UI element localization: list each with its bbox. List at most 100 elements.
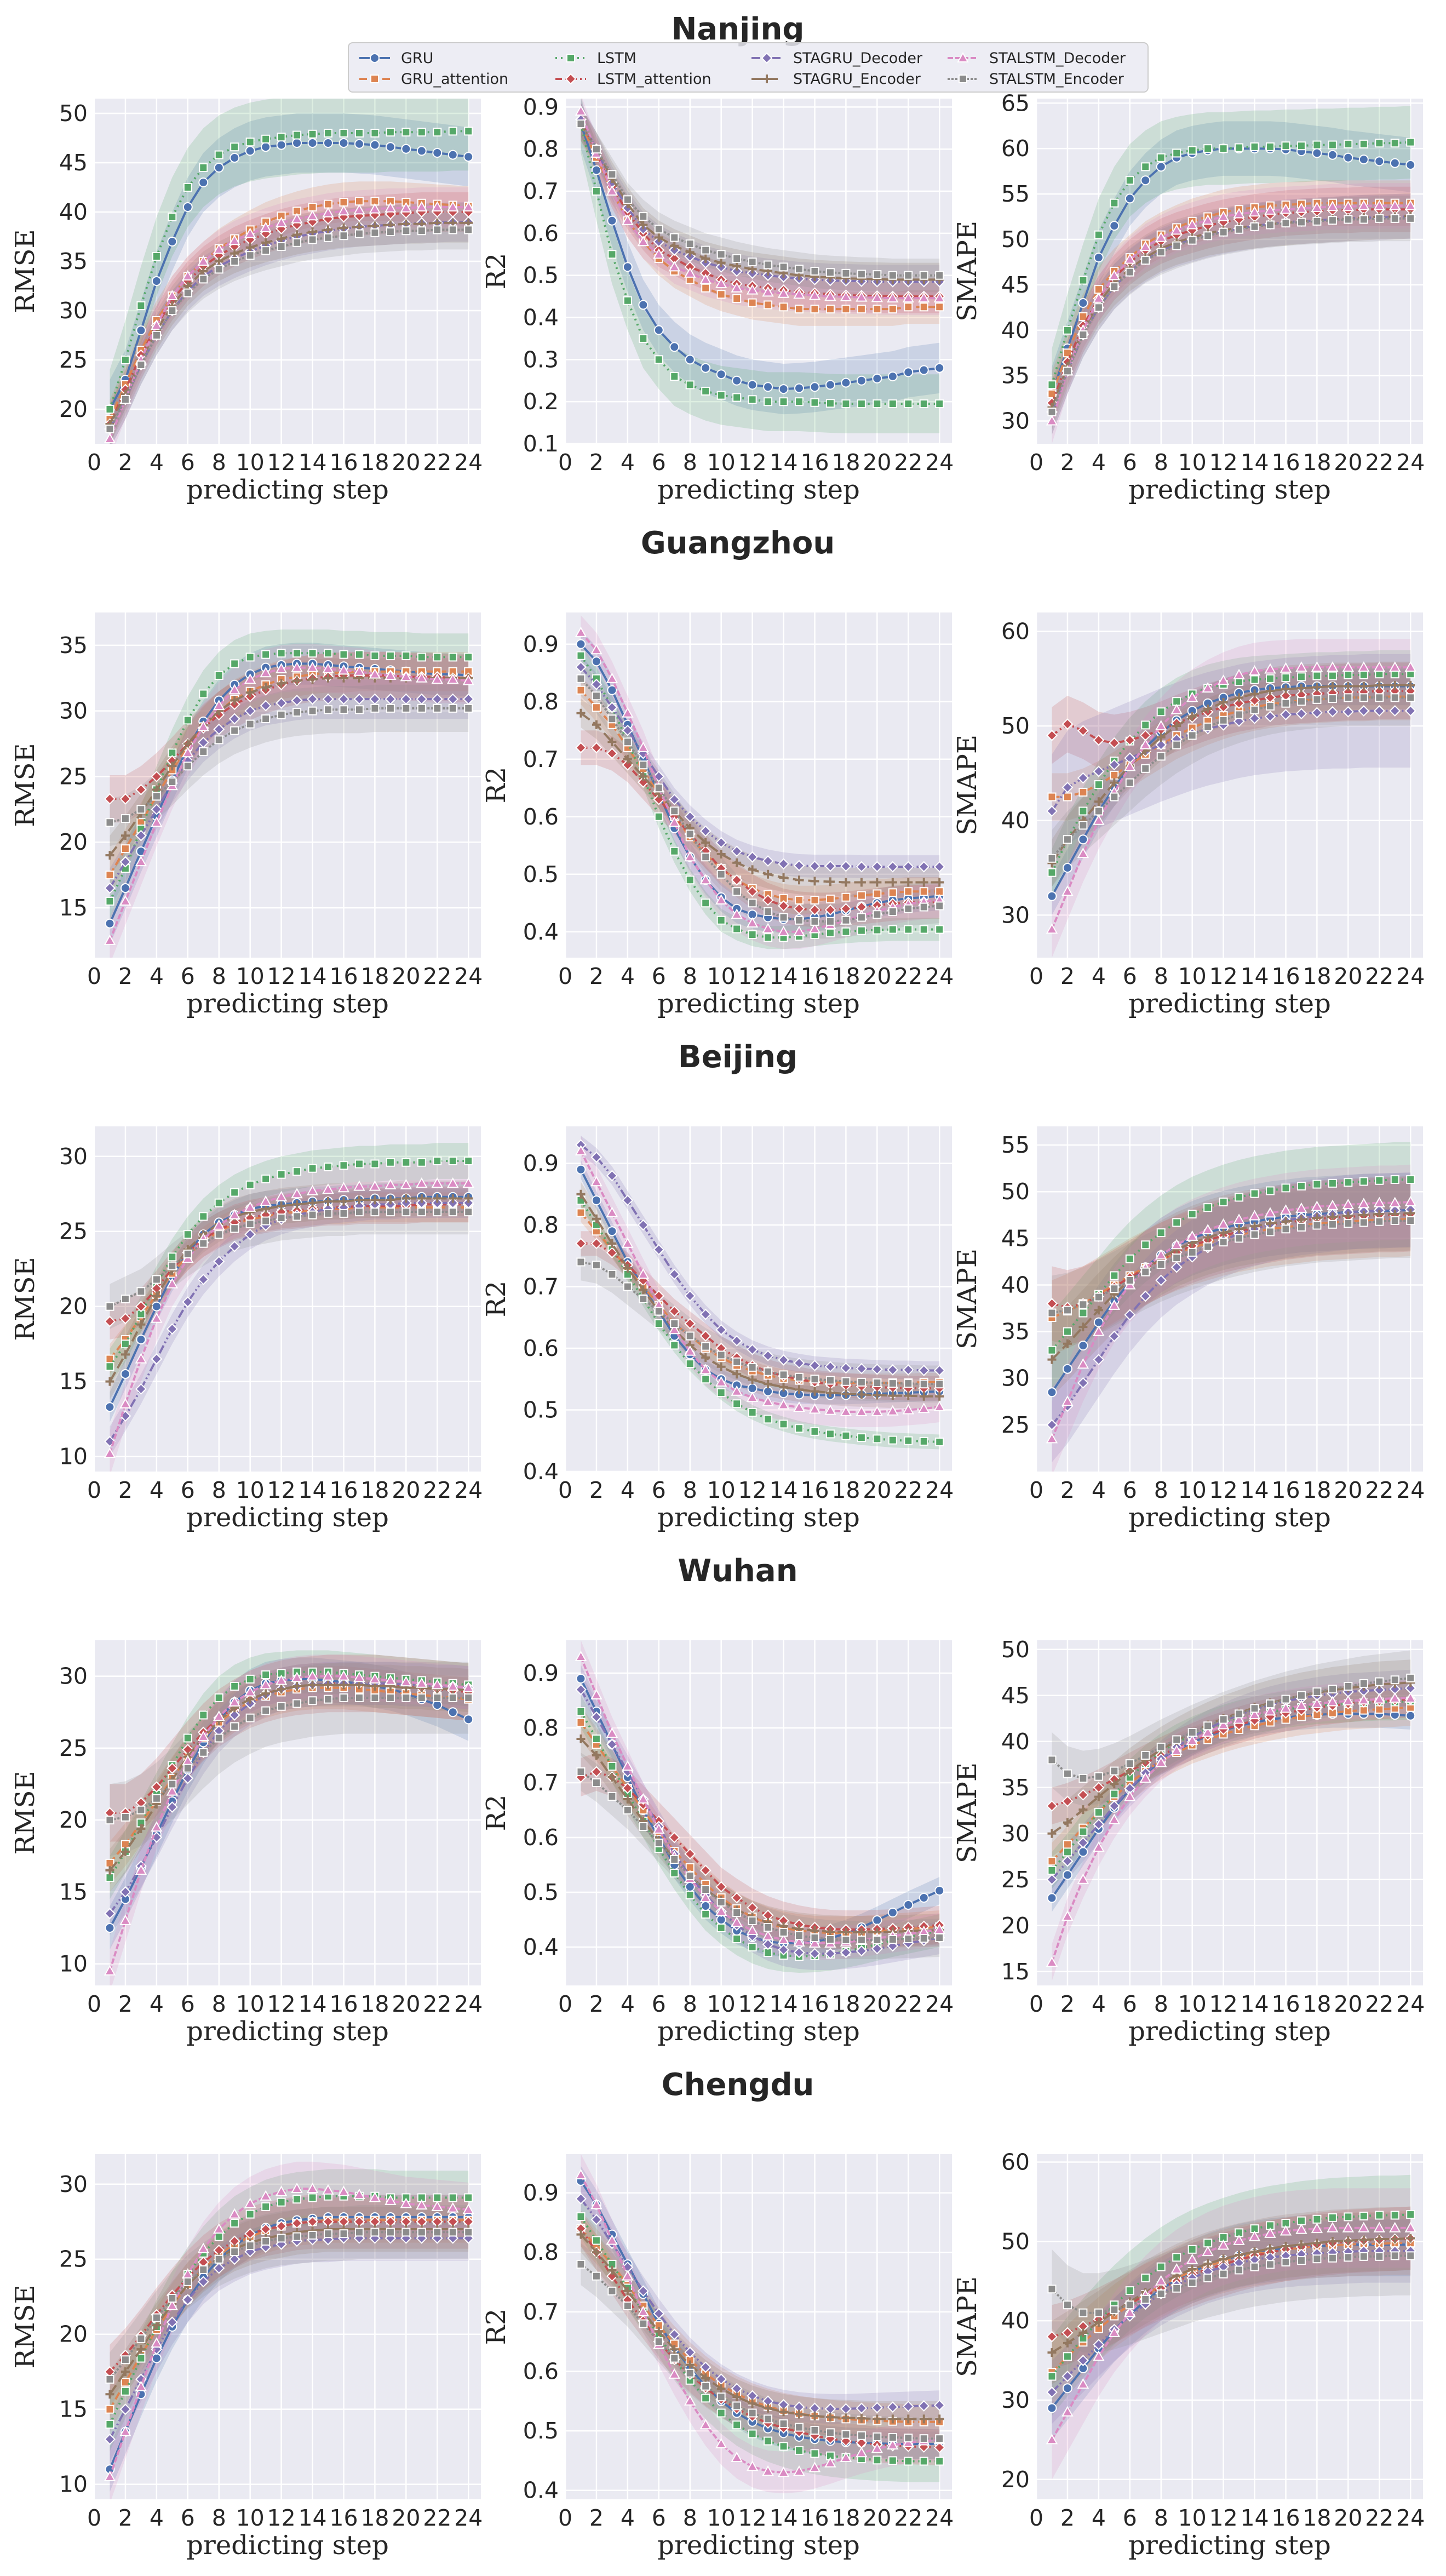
point-stalstm-decoder — [668, 1324, 680, 1335]
point-stagru-encoder — [1094, 797, 1103, 806]
point-stagru-decoder — [606, 1170, 618, 1182]
x-axis-label: predicting step — [1128, 2530, 1331, 2561]
point-stalstm-decoder — [808, 289, 821, 300]
point-stagru-encoder — [277, 1685, 286, 1694]
point-gru — [1405, 160, 1416, 170]
y-tick-label: 0.4 — [523, 305, 559, 331]
point-lstm — [292, 2195, 302, 2204]
point-stalstm-decoder — [1046, 415, 1058, 426]
y-tick-label: 65 — [1001, 90, 1030, 116]
point-stagru-encoder — [1344, 2236, 1353, 2245]
point-lstm-attention — [119, 1313, 131, 1325]
point-lstm-attention — [793, 903, 805, 915]
point-stalstm-decoder — [447, 673, 459, 684]
point-lstm — [607, 250, 617, 259]
point-gru — [576, 1674, 586, 1684]
point-stagru-decoder — [213, 723, 225, 735]
point-lstm-attention — [1233, 697, 1245, 709]
point-stagru-decoder — [1046, 2386, 1058, 2398]
point-stalstm-decoder — [197, 1730, 209, 1741]
point-lstm — [417, 652, 426, 662]
point-stalstm-decoder — [1342, 661, 1355, 672]
line-stagru-encoder — [580, 1738, 940, 1933]
point-stalstm-decoder — [715, 278, 727, 289]
point-lstm — [214, 1693, 223, 1702]
point-lstm — [857, 1433, 866, 1442]
point-stagru-decoder — [1077, 2355, 1089, 2366]
point-stalstm-decoder — [1279, 2225, 1292, 2236]
y-tick-label: 0.8 — [523, 1212, 559, 1238]
point-stagru-decoder — [824, 1361, 836, 1373]
point-stalstm-encoder — [1344, 1219, 1353, 1228]
band-stagru-encoder — [1052, 1176, 1411, 1397]
point-stalstm-encoder — [136, 805, 146, 814]
point-stagru-encoder — [105, 2390, 114, 2399]
x-tick-label: 24 — [454, 1991, 483, 2017]
point-stagru-encoder — [120, 1350, 130, 1359]
point-stalstm-decoder — [684, 267, 696, 278]
chart-guangzhou-r2: 0.40.50.60.70.80.90 2 4 6 8 10 12 14 16 18 20 22 24p… — [481, 612, 954, 1019]
x-tick-label: 8 — [683, 2505, 697, 2531]
point-lstm — [1187, 1210, 1197, 1219]
point-lstm — [1235, 1193, 1244, 1202]
point-lstm-attention — [1061, 1795, 1074, 1807]
point-stagru-encoder — [417, 1194, 426, 1203]
point-stagru-encoder — [1281, 2242, 1290, 2251]
band-lstm-attention — [581, 2211, 940, 2466]
point-stalstm-encoder — [1235, 1709, 1244, 1719]
point-stalstm-encoder — [1203, 722, 1213, 731]
legend-marker — [957, 51, 969, 62]
point-stalstm-encoder — [105, 1816, 114, 1825]
y-tick-label: 0.3 — [523, 346, 559, 373]
point-lstm — [464, 2193, 473, 2202]
point-lstm — [1359, 2211, 1368, 2220]
point-stagru-decoder — [731, 265, 743, 277]
point-gru-attention — [873, 305, 882, 314]
band-lstm — [1052, 2174, 1411, 2416]
point-stalstm-decoder — [322, 662, 334, 674]
point-stagru-decoder — [840, 1947, 852, 1959]
point-stalstm-encoder — [354, 2228, 364, 2237]
point-lstm — [888, 2456, 897, 2465]
point-stalstm-decoder — [933, 292, 945, 303]
point-stagru-encoder — [904, 2414, 913, 2424]
point-stagru-encoder — [324, 1680, 333, 1690]
point-stalstm-decoder — [668, 816, 680, 827]
point-gru — [1078, 1847, 1088, 1857]
point-stalstm-decoder — [1373, 1197, 1386, 1207]
series-group — [104, 99, 474, 444]
band-stalstm-encoder — [1052, 196, 1411, 435]
point-stagru-encoder — [292, 230, 302, 239]
point-stagru-decoder — [197, 1273, 209, 1285]
point-stalstm-decoder — [447, 1680, 459, 1691]
point-gru-attention — [576, 685, 586, 695]
point-lstm — [904, 1436, 913, 1445]
point-stalstm-decoder — [653, 1823, 665, 1834]
point-stalstm-encoder — [105, 425, 114, 433]
point-lstm — [670, 1869, 679, 1877]
point-stagru-decoder — [762, 1350, 774, 1361]
point-stalstm-encoder — [1203, 1721, 1213, 1731]
point-lstm — [685, 1891, 695, 1899]
point-stalstm-decoder — [353, 204, 365, 215]
y-tick-label: 30 — [1001, 2387, 1030, 2413]
point-stalstm-encoder — [1344, 2253, 1353, 2262]
x-tick-label: 8 — [212, 449, 226, 476]
x-tick-label: 4 — [621, 449, 635, 476]
point-stagru-decoder — [244, 1228, 256, 1240]
y-tick-label: 0.6 — [523, 1335, 559, 1361]
point-stalstm-encoder — [417, 226, 426, 236]
point-stalstm-encoder — [1141, 256, 1150, 265]
point-stalstm-encoder — [292, 708, 302, 717]
point-stalstm-decoder — [1046, 1433, 1058, 1444]
point-stalstm-encoder — [779, 262, 788, 272]
point-stalstm-encoder — [919, 1934, 928, 1943]
point-gru — [401, 144, 411, 154]
x-tick-label: 24 — [1396, 449, 1425, 476]
point-stalstm-encoder — [339, 2229, 348, 2239]
x-tick-label: 14 — [298, 1991, 326, 2017]
band-stalstm-decoder — [110, 187, 469, 444]
point-stalstm-decoder — [1358, 1694, 1370, 1705]
point-lstm — [277, 649, 286, 658]
point-lstm — [1312, 671, 1322, 680]
